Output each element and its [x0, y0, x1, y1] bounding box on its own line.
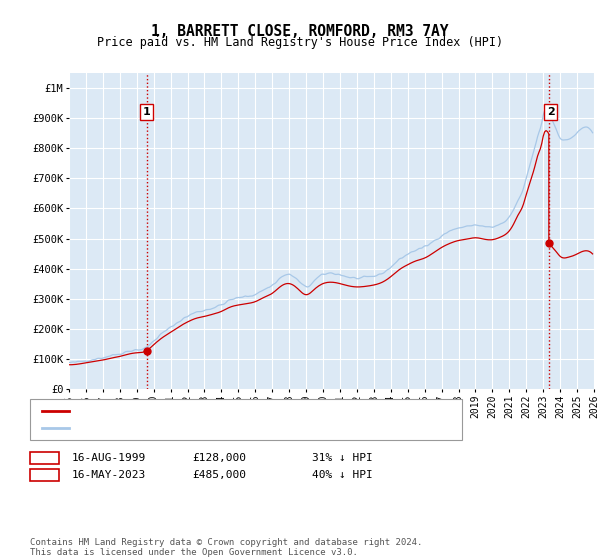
- Text: 31% ↓ HPI: 31% ↓ HPI: [312, 453, 373, 463]
- Text: 1, BARRETT CLOSE, ROMFORD, RM3 7AY: 1, BARRETT CLOSE, ROMFORD, RM3 7AY: [151, 24, 449, 39]
- Text: Price paid vs. HM Land Registry's House Price Index (HPI): Price paid vs. HM Land Registry's House …: [97, 36, 503, 49]
- Text: 1: 1: [41, 453, 48, 463]
- Text: Contains HM Land Registry data © Crown copyright and database right 2024.
This d: Contains HM Land Registry data © Crown c…: [30, 538, 422, 557]
- Text: 16-MAY-2023: 16-MAY-2023: [72, 470, 146, 480]
- Text: 2: 2: [41, 470, 48, 480]
- Text: 1: 1: [143, 107, 151, 117]
- Text: 16-AUG-1999: 16-AUG-1999: [72, 453, 146, 463]
- Text: 2: 2: [547, 107, 554, 117]
- Text: 1, BARRETT CLOSE, ROMFORD, RM3 7AY (detached house): 1, BARRETT CLOSE, ROMFORD, RM3 7AY (deta…: [75, 405, 394, 416]
- Text: £128,000: £128,000: [192, 453, 246, 463]
- Text: HPI: Average price, detached house, Havering: HPI: Average price, detached house, Have…: [75, 423, 350, 433]
- Text: 40% ↓ HPI: 40% ↓ HPI: [312, 470, 373, 480]
- Text: £485,000: £485,000: [192, 470, 246, 480]
